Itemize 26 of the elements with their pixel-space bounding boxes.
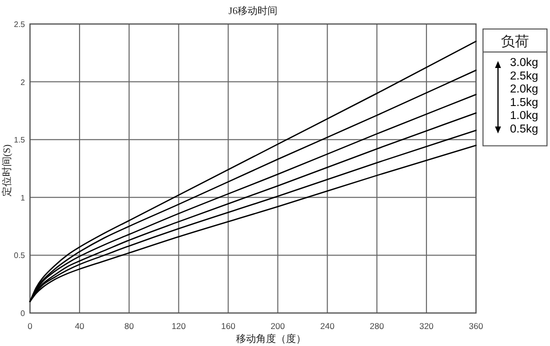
x-tick-label: 120 xyxy=(172,321,186,331)
y-tick-label: 1 xyxy=(20,193,26,202)
x-tick-label: 200 xyxy=(270,321,286,331)
legend-label: 3.0kg xyxy=(510,57,538,69)
y-tick-label: 2 xyxy=(20,78,26,87)
legend-label: 1.0kg xyxy=(510,110,538,122)
y-tick-label: 1.5 xyxy=(14,136,26,145)
x-tick-label: 160 xyxy=(221,321,236,331)
x-tick-label: 0 xyxy=(28,321,33,331)
legend-label: 0.5kg xyxy=(510,124,538,136)
legend-label: 2.0kg xyxy=(510,84,538,96)
x-tick-label: 360 xyxy=(468,321,484,331)
chart-title: J6移动时间 xyxy=(228,5,278,17)
x-axis-title: 移动角度（度） xyxy=(236,333,306,345)
y-tick-label: 0.5 xyxy=(14,251,26,260)
x-tick-label: 80 xyxy=(124,321,134,331)
y-tick-label: 0 xyxy=(20,309,26,318)
legend-title: 负荷 xyxy=(501,35,529,50)
x-tick-label: 320 xyxy=(419,321,434,331)
x-tick-label: 240 xyxy=(320,321,335,331)
legend-label: 2.5kg xyxy=(510,70,538,82)
legend-label: 1.5kg xyxy=(510,96,538,109)
y-axis-title: 定位时间(S) xyxy=(1,144,13,197)
y-tick-label: 2.5 xyxy=(14,20,26,29)
x-tick-label: 40 xyxy=(74,321,85,331)
x-tick-label: 280 xyxy=(370,321,384,331)
